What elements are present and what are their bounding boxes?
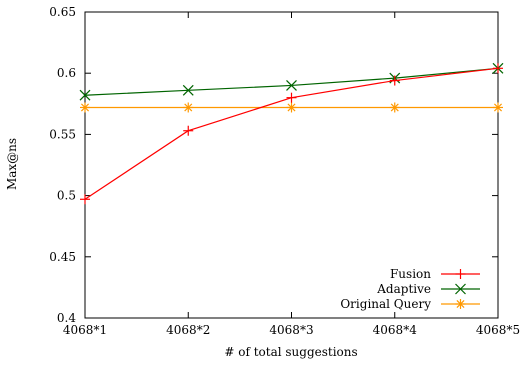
y-tick-label: 0.45 <box>49 250 76 264</box>
data-point-fusion <box>183 125 194 136</box>
legend-marker-fusion <box>455 269 466 279</box>
y-tick-label: 0.4 <box>57 311 76 325</box>
data-point-original-query <box>80 102 90 113</box>
data-point-adaptive <box>286 80 297 91</box>
legend-marker-original-query <box>455 299 466 309</box>
legend-label-adaptive: Adaptive <box>376 282 431 296</box>
data-point-original-query <box>286 102 297 113</box>
data-point-fusion <box>80 194 90 205</box>
data-point-fusion <box>286 92 297 103</box>
data-point-original-query <box>389 102 400 113</box>
plot-frame <box>84 11 499 319</box>
data-point-original-query <box>493 102 503 113</box>
y-tick-label: 0.6 <box>57 66 76 80</box>
x-axis-label: # of total suggestions <box>224 345 357 359</box>
legend-marker-adaptive <box>455 283 466 295</box>
x-tick-label: 4068*2 <box>166 323 210 337</box>
x-tick-label: 4068*3 <box>269 323 313 337</box>
y-tick-label: 0.5 <box>57 189 76 203</box>
data-point-adaptive <box>79 89 91 101</box>
data-point-adaptive <box>182 84 194 96</box>
x-tick-label: 4068*4 <box>373 323 418 337</box>
x-tick-label: 4068*1 <box>63 323 107 337</box>
y-tick-label: 0.55 <box>49 127 76 141</box>
y-axis-label: Max@ns <box>5 138 19 190</box>
data-point-fusion <box>493 63 503 74</box>
data-point-original-query <box>183 102 194 113</box>
legend-label-original-query: Original Query <box>340 297 431 311</box>
series-line-adaptive <box>84 67 499 96</box>
y-tick-label: 0.65 <box>49 5 76 19</box>
legend-label-fusion: Fusion <box>390 267 431 281</box>
x-tick-label: 4068*5 <box>476 323 520 337</box>
data-point-fusion <box>389 75 400 86</box>
series-line-fusion <box>84 67 499 200</box>
